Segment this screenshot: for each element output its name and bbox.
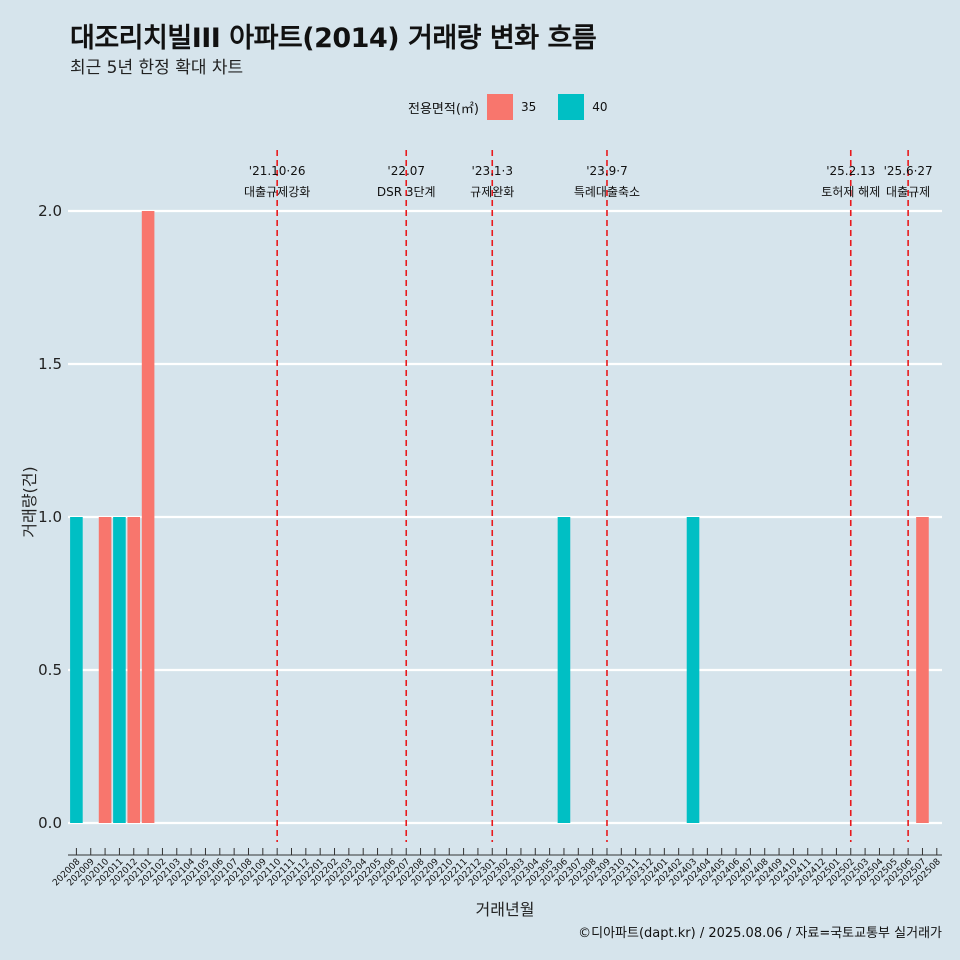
- y-tick-label: 1.0: [38, 508, 62, 526]
- x-axis-title: 거래년월: [476, 900, 535, 919]
- bar: [70, 517, 83, 823]
- event-date-label: '23.1·3: [472, 164, 513, 178]
- y-tick-label: 2.0: [38, 202, 62, 220]
- event-name-label: 대출규제: [886, 185, 930, 199]
- event-name-label: 규제완화: [470, 185, 514, 199]
- y-tick-label: 0.0: [38, 814, 62, 832]
- chart-title: 대조리치빌III 아파트(2014) 거래량 변화 흐름: [70, 23, 597, 54]
- chart-subtitle: 최근 5년 한정 확대 차트: [70, 58, 244, 78]
- legend: 전용면적(㎡) 35 40: [408, 94, 630, 120]
- event-date-label: '23.9·7: [586, 164, 627, 178]
- y-axis-title: 거래량(건): [20, 466, 39, 537]
- legend-label-40: 40: [592, 100, 608, 114]
- source-credit: ©디아파트(dapt.kr) / 2025.08.06 / 자료=국토교통부 실…: [578, 926, 942, 941]
- bar: [141, 211, 155, 823]
- y-tick-label: 1.5: [38, 355, 62, 373]
- legend-label-35: 35: [520, 100, 537, 114]
- event-name-label: 토허제 해제: [821, 185, 880, 199]
- y-tick-label: 0.5: [38, 661, 62, 679]
- bar: [686, 517, 700, 823]
- bar: [127, 517, 141, 823]
- event-name-label: 대출규제강화: [244, 185, 310, 199]
- legend-key-35: [486, 94, 513, 120]
- event-date-label: '25.6·27: [884, 164, 933, 178]
- bar: [113, 517, 126, 823]
- event-name-label: 특례대출축소: [574, 185, 640, 199]
- event-date-label: '22.07: [387, 164, 425, 178]
- bar: [916, 517, 929, 823]
- event-date-label: '25.2.13: [826, 164, 875, 178]
- bar: [557, 517, 571, 823]
- legend-title: 전용면적(㎡): [408, 101, 479, 117]
- event-name-label: DSR 3단계: [377, 185, 436, 199]
- event-date-label: '21.10·26: [249, 164, 306, 178]
- bar: [98, 517, 112, 823]
- legend-key-40: [558, 94, 585, 120]
